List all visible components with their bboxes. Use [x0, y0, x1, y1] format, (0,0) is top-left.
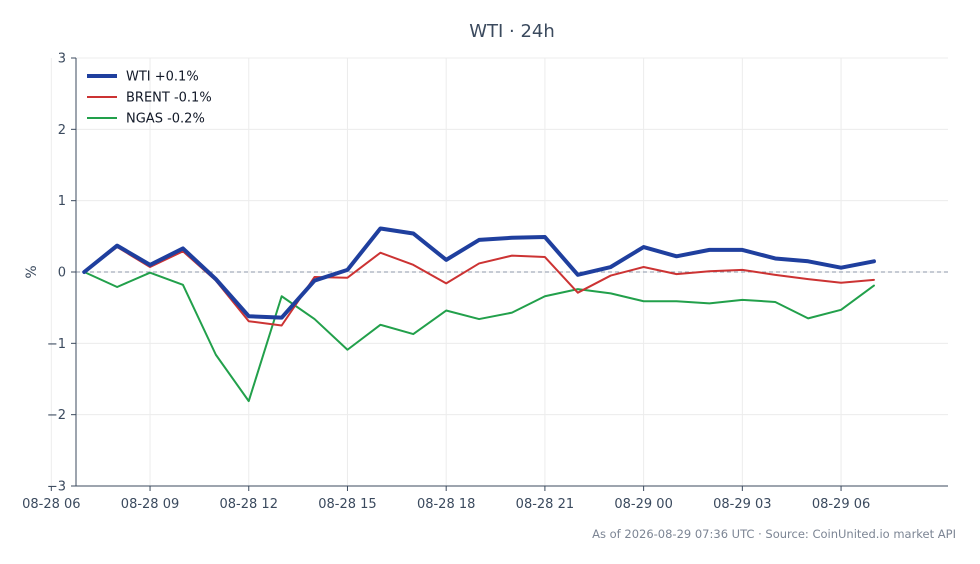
series-line-wti: [82, 226, 876, 320]
x-tick-label: 08-28 09: [121, 497, 179, 512]
chart-title: WTI · 24h: [469, 21, 555, 42]
x-tick-label: 08-28 18: [417, 497, 475, 512]
y-tick-label: 0: [58, 266, 66, 281]
x-tick-label: 08-29 03: [713, 497, 771, 512]
legend-label: NGAS -0.2%: [126, 112, 205, 127]
axes: 3 2 1 0 −1 −2 −3 08-28 06 08-28 09 08-28 12 08-28 …: [22, 52, 948, 512]
x-tick-label: 08-28 15: [318, 497, 376, 512]
series-line-brent: [83, 246, 875, 327]
legend-label: WTI +0.1%: [126, 70, 199, 85]
series-line-ngas: [83, 271, 875, 403]
y-tick-label: 2: [58, 123, 66, 138]
x-tick-label: 08-28 21: [516, 497, 574, 512]
x-tick-label: 08-28 06: [22, 497, 80, 512]
legend-label: BRENT -0.1%: [126, 91, 212, 106]
y-axis-title: %: [24, 265, 40, 278]
y-tick-label: −1: [47, 337, 66, 352]
x-tick-label: 08-28 12: [220, 497, 278, 512]
y-tick-label: −2: [47, 408, 66, 423]
legend: WTI +0.1% BRENT -0.1% NGAS -0.2%: [87, 70, 212, 127]
y-tick-label: 1: [58, 194, 66, 209]
x-tick-label: 08-29 06: [812, 497, 870, 512]
y-tick-label: −3: [47, 480, 66, 495]
series-lines: [82, 226, 876, 403]
y-tick-label: 3: [58, 52, 66, 67]
x-tick-label: 08-29 00: [614, 497, 672, 512]
source-note: As of 2026-08-29 07:36 UTC · Source: Coi…: [592, 527, 956, 541]
grid: [50, 57, 948, 487]
